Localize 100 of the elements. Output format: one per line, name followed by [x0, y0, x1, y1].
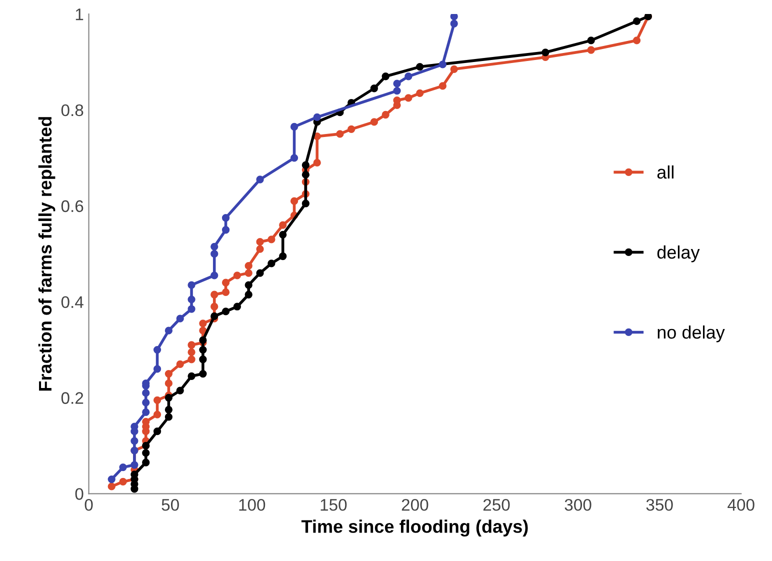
point	[222, 214, 230, 222]
x-tick-label: 400	[728, 498, 754, 511]
point	[119, 463, 127, 472]
point	[188, 356, 196, 364]
point	[382, 110, 390, 119]
point	[404, 94, 412, 102]
point	[176, 314, 184, 322]
y-tick-label: 0.2	[61, 392, 84, 404]
point	[188, 281, 196, 289]
point	[438, 82, 446, 90]
point	[268, 260, 276, 268]
legend-label: no delay	[658, 325, 725, 342]
legend-label: delay	[657, 245, 700, 262]
point	[210, 302, 218, 310]
point	[142, 458, 150, 466]
point	[393, 86, 401, 95]
point	[587, 36, 595, 44]
point	[450, 65, 458, 74]
point	[587, 46, 595, 54]
point	[290, 197, 298, 205]
point	[302, 200, 310, 208]
point	[256, 176, 264, 184]
point	[222, 288, 230, 296]
point	[176, 360, 184, 368]
point	[290, 154, 298, 162]
point	[188, 341, 196, 349]
point	[164, 380, 173, 388]
point	[370, 118, 378, 126]
point	[142, 449, 150, 457]
point	[210, 312, 218, 320]
x-tick-label: 350	[646, 498, 673, 511]
point	[244, 262, 252, 270]
point	[142, 398, 150, 406]
point	[632, 17, 641, 26]
point	[164, 413, 173, 421]
point	[108, 482, 116, 490]
point	[256, 245, 264, 253]
point	[244, 281, 252, 289]
point	[199, 336, 207, 344]
point	[164, 326, 173, 334]
x-tick-label: 200	[402, 498, 428, 511]
point	[153, 428, 162, 436]
x-tick-label: 100	[239, 498, 266, 511]
point	[336, 130, 344, 138]
point	[210, 272, 218, 280]
point	[450, 20, 458, 28]
x-tick-label: 50	[162, 498, 179, 511]
x-tick-label: 250	[483, 498, 510, 511]
point	[313, 158, 321, 167]
point	[119, 478, 127, 486]
point	[199, 356, 207, 364]
point	[313, 113, 321, 121]
x-tick-label: 300	[564, 498, 592, 511]
point	[244, 290, 252, 298]
point	[290, 122, 298, 131]
point	[153, 410, 162, 418]
point	[142, 408, 150, 416]
point	[188, 296, 196, 304]
point	[416, 62, 424, 71]
y-tick-label: 0.4	[61, 296, 84, 308]
point	[404, 72, 412, 80]
point	[153, 365, 162, 373]
point	[393, 80, 401, 88]
point	[164, 406, 173, 414]
point	[130, 461, 138, 469]
point	[382, 72, 390, 80]
point	[632, 36, 641, 44]
y-tick-label: 0	[75, 488, 84, 500]
y-tick-label: 1	[76, 8, 84, 20]
point	[233, 272, 242, 280]
point	[542, 48, 550, 56]
point	[416, 89, 424, 97]
point	[244, 269, 252, 277]
point	[188, 348, 196, 356]
point	[302, 170, 310, 179]
point	[370, 84, 378, 92]
point	[222, 308, 230, 316]
point	[210, 242, 218, 250]
point	[142, 389, 150, 397]
x-axis-title: Time since flooding (days)	[301, 520, 528, 537]
point	[279, 221, 287, 229]
point	[222, 226, 230, 234]
point	[188, 372, 196, 380]
point	[199, 326, 207, 334]
legend-label: all	[657, 165, 674, 179]
point	[210, 290, 218, 298]
point	[268, 236, 276, 244]
point	[210, 250, 218, 258]
y-tick-label: 0.6	[61, 200, 84, 212]
x-tick-label: 0	[84, 498, 93, 511]
point	[130, 437, 138, 445]
point	[153, 396, 162, 404]
point	[164, 394, 173, 402]
point	[279, 230, 287, 238]
point	[108, 475, 116, 484]
point	[188, 305, 196, 313]
point	[302, 161, 310, 169]
x-tick-label: 150	[320, 498, 347, 511]
point	[176, 386, 184, 394]
point	[153, 346, 162, 354]
